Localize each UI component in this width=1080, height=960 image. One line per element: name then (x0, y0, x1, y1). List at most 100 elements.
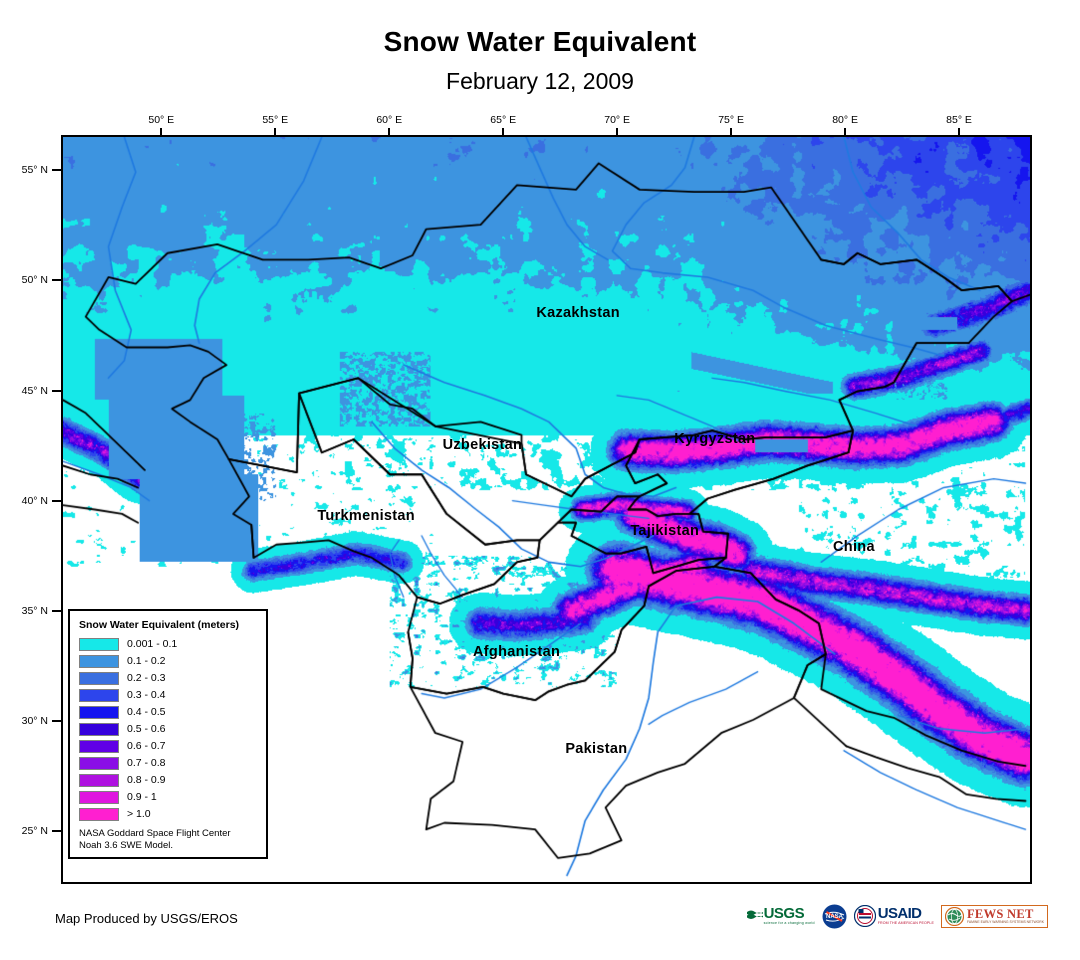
country-label-kazakhstan: Kazakhstan (536, 305, 620, 322)
legend-label: 0.001 - 0.1 (127, 638, 178, 650)
legend-swatch (79, 790, 119, 804)
latitude-tick-label: 25° N (21, 825, 48, 838)
legend-label: 0.3 - 0.4 (127, 689, 166, 701)
legend-swatch (79, 688, 119, 702)
legend-label: 0.2 - 0.3 (127, 672, 166, 684)
tick-mark (52, 169, 61, 172)
legend-swatch (79, 722, 119, 736)
legend-label: 0.5 - 0.6 (127, 723, 166, 735)
latitude-tick-label: 50° N (21, 274, 48, 287)
usaid-logo: USAID FROM THE AMERICAN PEOPLE (853, 903, 934, 929)
latitude-tick: 50° N (0, 272, 61, 288)
tick-mark (52, 609, 61, 612)
legend-label: 0.1 - 0.2 (127, 655, 166, 667)
fews-net-logo: FEWS NET FAMINE EARLY WARNING SYSTEMS NE… (941, 903, 1048, 929)
legend-swatch (79, 807, 119, 821)
legend-row: 0.9 - 1 (79, 789, 258, 805)
longitude-tick-label: 75° E (718, 114, 745, 126)
tick-mark (958, 128, 961, 135)
country-label-afghanistan: Afghanistan (473, 644, 561, 661)
longitude-tick-label: 70° E (604, 114, 631, 126)
country-label-uzbekistan: Uzbekistan (442, 437, 523, 454)
tick-mark (502, 128, 505, 135)
fews-globe-icon (945, 906, 964, 926)
legend-row: 0.8 - 0.9 (79, 772, 258, 788)
nasa-meatball-icon: NASA (822, 904, 847, 928)
legend-row: 0.5 - 0.6 (79, 721, 258, 737)
usgs-wave-icon (746, 910, 763, 919)
country-label-china: China (833, 538, 875, 555)
latitude-tick-label: 40° N (21, 494, 48, 507)
tick-mark (616, 128, 619, 135)
nasa-logo: NASA (822, 903, 847, 929)
legend-note-line2: Noah 3.6 SWE Model. (79, 839, 173, 851)
logo-strip: USGS science for a changing world NASA U… (746, 903, 1048, 929)
map-frame[interactable]: Kazakhstan Uzbekistan Kyrgyzstan Turkmenist… (61, 135, 1032, 884)
usgs-logo: USGS science for a changing world (746, 903, 815, 929)
usgs-logo-text: USGS (763, 905, 805, 922)
legend-label: > 1.0 (127, 808, 151, 820)
tick-mark (52, 719, 61, 722)
longitude-tick-label: 50° E (148, 114, 175, 126)
tick-mark (844, 128, 847, 135)
legend-swatch (79, 773, 119, 787)
usgs-logo-subtext: science for a changing world (763, 921, 815, 925)
latitude-tick: 40° N (0, 493, 61, 509)
longitude-tick-label: 65° E (490, 114, 517, 126)
legend-row: 0.1 - 0.2 (79, 653, 258, 669)
tick-mark (388, 128, 391, 135)
page-subtitle-date: February 12, 2009 (446, 68, 634, 94)
longitude-tick-label: 85° E (946, 114, 972, 126)
legend-note-line1: NASA Goddard Space Flight Center (79, 828, 231, 839)
latitude-tick: 45° N (0, 383, 61, 399)
legend-label: 0.7 - 0.8 (127, 757, 166, 769)
tick-mark (52, 279, 61, 282)
country-label-tajikistan: Tajikistan (630, 523, 700, 540)
usaid-logo-text: USAID (877, 905, 922, 922)
legend-label: 0.4 - 0.5 (127, 706, 166, 718)
latitude-tick: 55° N (0, 162, 61, 178)
legend-class-list: 0.001 - 0.1 0.1 - 0.2 0.2 - 0.3 0.3 - 0.4 0.… (79, 636, 258, 822)
legend-swatch (79, 739, 119, 753)
legend-panel: Snow Water Equivalent (meters) 0.001 - 0… (68, 609, 268, 859)
legend-swatch (79, 654, 119, 668)
legend-swatch (79, 756, 119, 770)
legend-label: 0.9 - 1 (127, 791, 157, 803)
legend-row: 0.7 - 0.8 (79, 755, 258, 771)
latitude-tick: 35° N (0, 603, 61, 619)
legend-swatch (79, 705, 119, 719)
page-title: Snow Water Equivalent (383, 26, 697, 57)
country-label-turkmenistan: Turkmenistan (317, 507, 415, 524)
legend-row: > 1.0 (79, 806, 258, 822)
latitude-tick-label: 35° N (21, 604, 48, 617)
legend-swatch (79, 671, 119, 685)
legend-row: 0.2 - 0.3 (79, 670, 258, 686)
footer-credit: Map Produced by USGS/EROS (55, 911, 238, 926)
legend-label: 0.6 - 0.7 (127, 740, 166, 752)
usaid-seal-icon (853, 905, 876, 927)
svg-text:NASA: NASA (826, 914, 844, 920)
tick-mark (52, 389, 61, 392)
country-label-kyrgyzstan: Kyrgyzstan (674, 430, 756, 447)
tick-mark (160, 128, 163, 135)
fews-net-logo-text: FEWS NET (967, 907, 1034, 921)
longitude-tick-label: 55° E (262, 114, 289, 126)
legend-title: Snow Water Equivalent (meters) (79, 619, 240, 631)
tick-mark (52, 830, 61, 833)
legend-attribution: NASA Goddard Space Flight Center Noah 3.… (79, 828, 258, 851)
longitude-tick-label: 60° E (376, 114, 403, 126)
tick-mark (730, 128, 733, 135)
legend-row: 0.4 - 0.5 (79, 704, 258, 720)
latitude-tick-label: 30° N (21, 714, 48, 727)
tick-mark (52, 499, 61, 502)
legend-row: 0.001 - 0.1 (79, 636, 258, 652)
latitude-tick-label: 45° N (21, 384, 48, 397)
tick-mark (274, 128, 277, 135)
country-label-pakistan: Pakistan (565, 741, 628, 758)
latitude-tick: 25° N (0, 823, 61, 839)
latitude-tick: 30° N (0, 713, 61, 729)
usaid-logo-subtext: FROM THE AMERICAN PEOPLE (877, 921, 934, 925)
legend-swatch (79, 637, 119, 651)
legend-label: 0.8 - 0.9 (127, 774, 166, 786)
legend-row: 0.3 - 0.4 (79, 687, 258, 703)
